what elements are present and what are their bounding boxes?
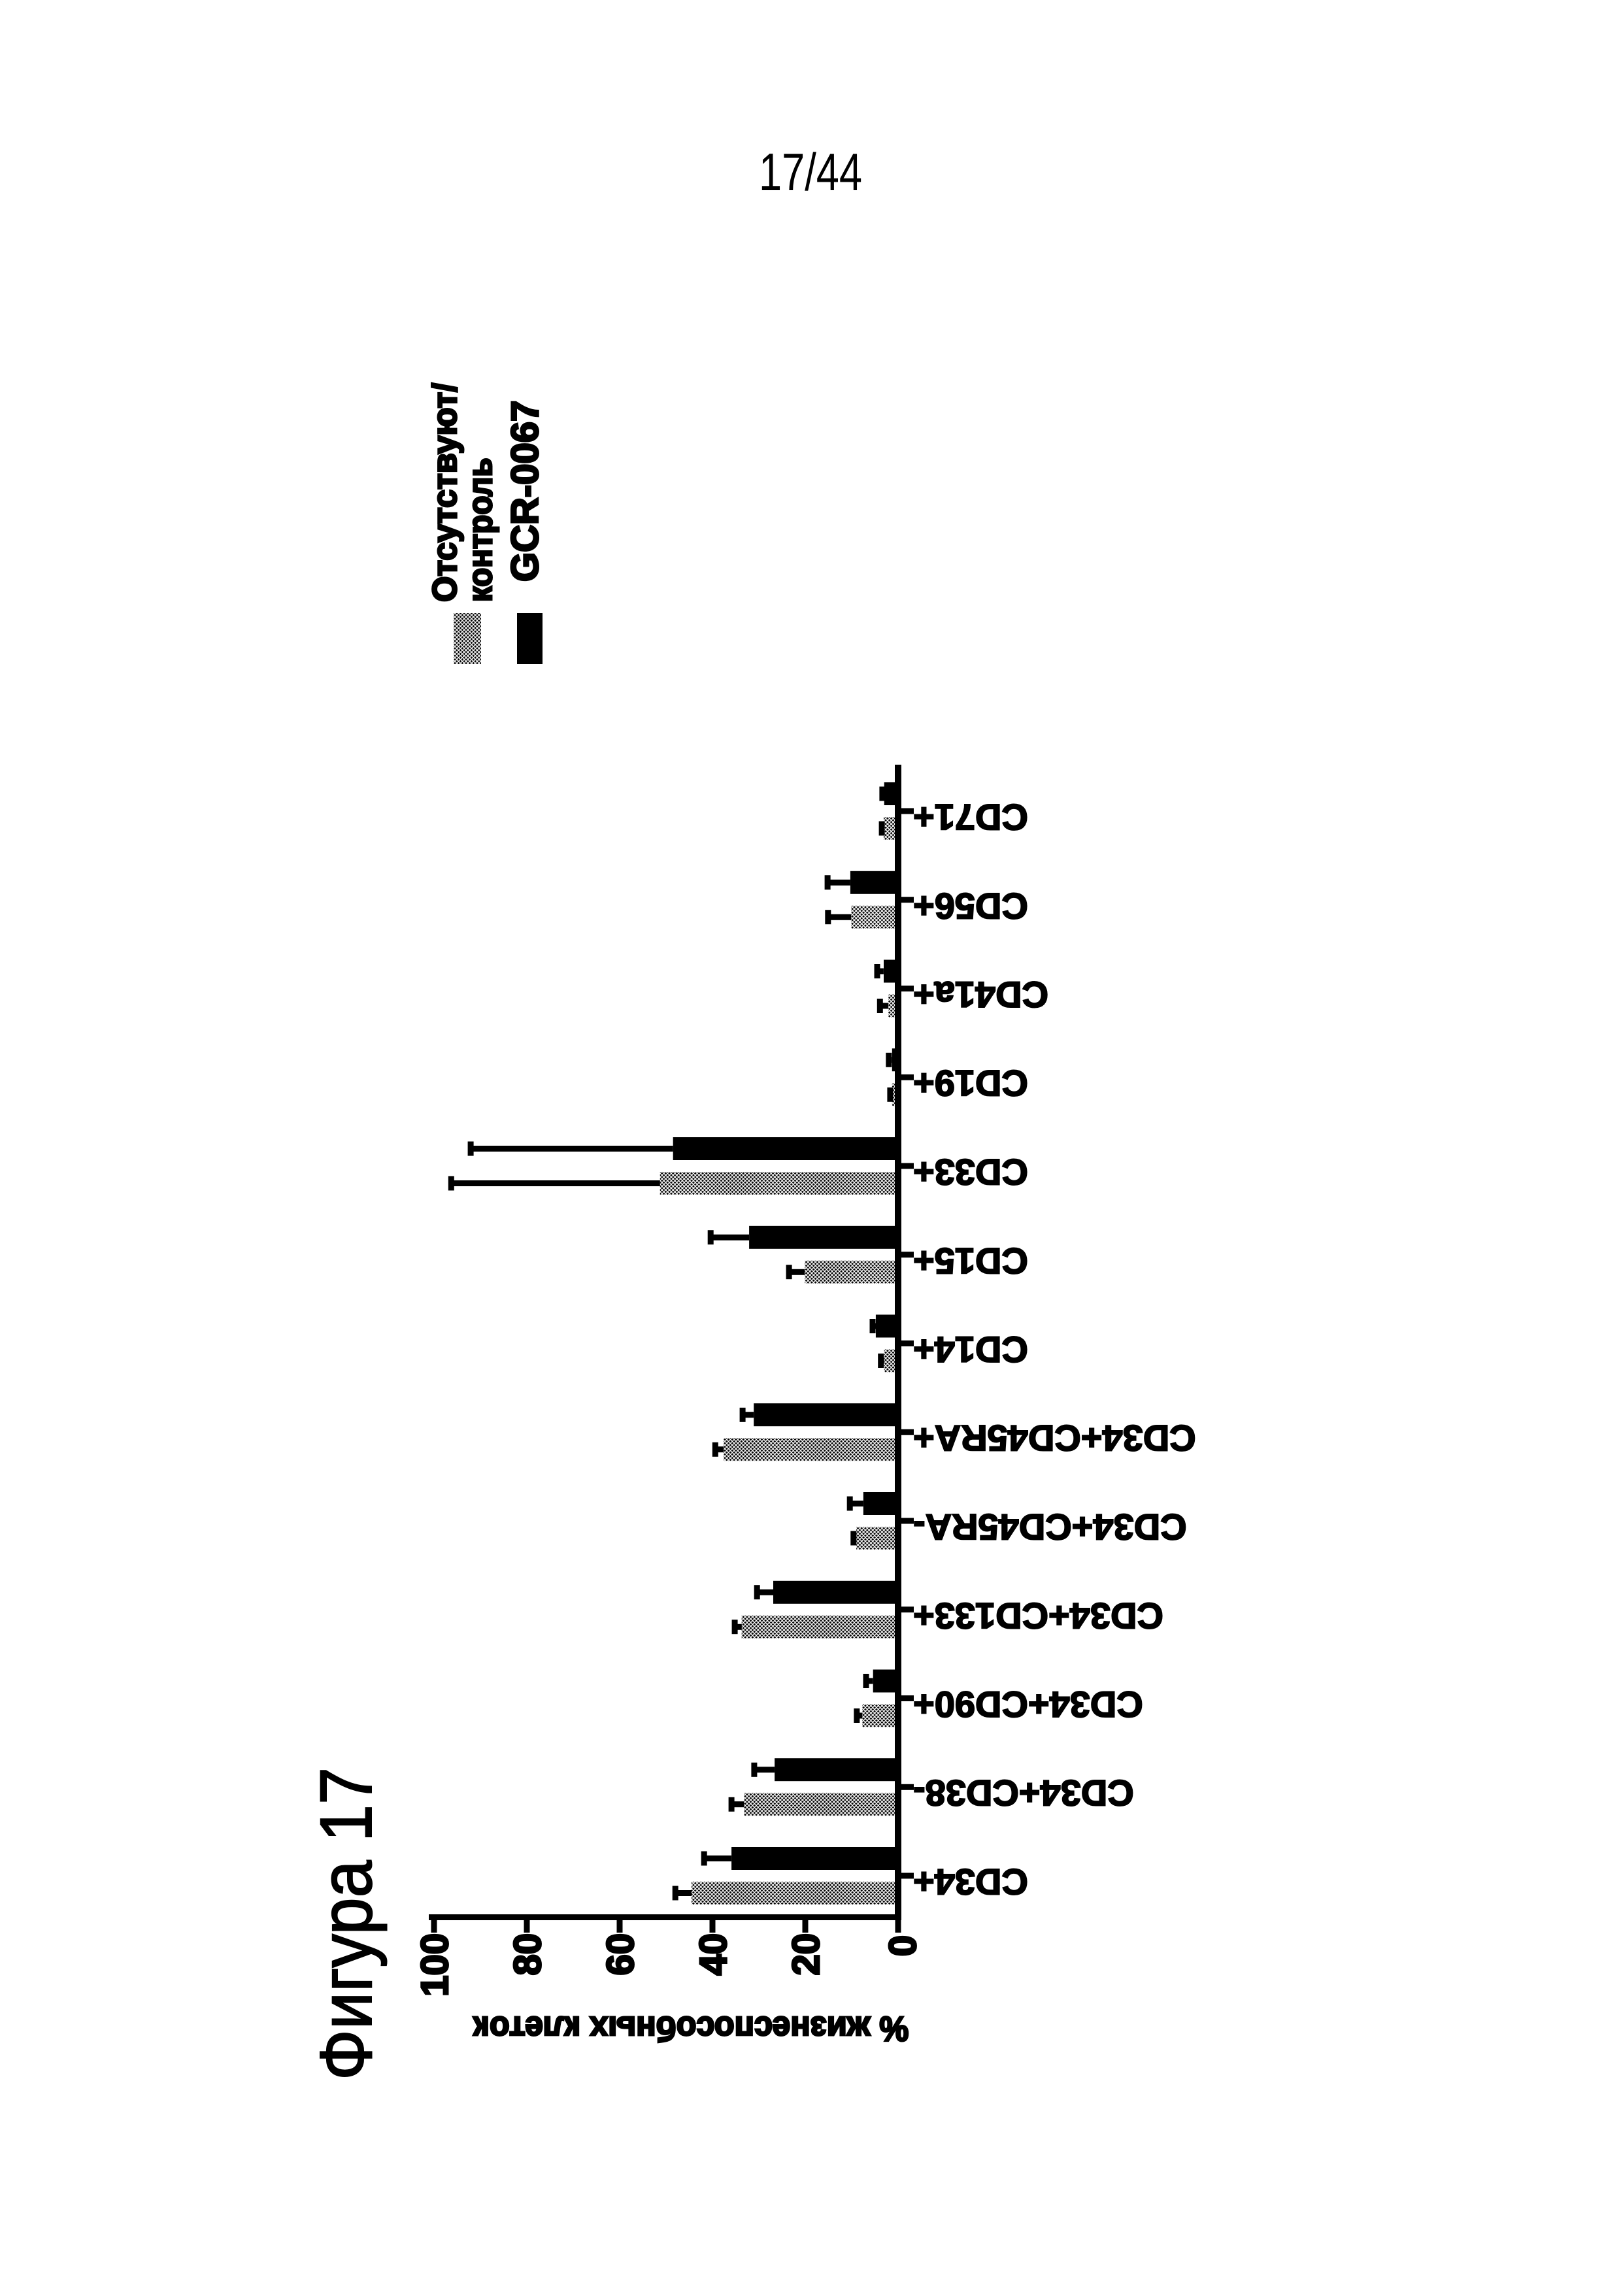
svg-text:17/44: 17/44 bbox=[759, 143, 862, 202]
svg-text:CD34+CD45RA+: CD34+CD45RA+ bbox=[913, 1418, 1196, 1459]
svg-text:0: 0 bbox=[882, 1935, 924, 1956]
svg-text:CD56+: CD56+ bbox=[913, 886, 1028, 927]
svg-text:80: 80 bbox=[507, 1933, 549, 1976]
svg-text:20: 20 bbox=[785, 1933, 827, 1976]
svg-text:CD34+CD45RA-: CD34+CD45RA- bbox=[913, 1506, 1187, 1548]
svg-text:40: 40 bbox=[692, 1933, 735, 1976]
svg-text:CD34+CD38-: CD34+CD38- bbox=[913, 1772, 1134, 1814]
svg-text:CD41a+: CD41a+ bbox=[913, 974, 1048, 1016]
svg-text:% жизнеспособных клеток: % жизнеспособных клеток bbox=[473, 2010, 909, 2048]
svg-text:Отсутствуют/: Отсутствуют/ bbox=[426, 383, 463, 602]
svg-text:CD19+: CD19+ bbox=[913, 1063, 1028, 1104]
svg-text:CD71+: CD71+ bbox=[913, 797, 1028, 838]
svg-text:Фигура 17: Фигура 17 bbox=[305, 1767, 387, 2080]
svg-text:GCR-0067: GCR-0067 bbox=[504, 401, 546, 582]
svg-text:CD34+CD90+: CD34+CD90+ bbox=[913, 1684, 1143, 1725]
svg-text:60: 60 bbox=[599, 1933, 642, 1976]
svg-text:CD34+CD133+: CD34+CD133+ bbox=[913, 1595, 1163, 1637]
svg-text:CD34+: CD34+ bbox=[913, 1861, 1028, 1903]
svg-text:CD15+: CD15+ bbox=[913, 1240, 1028, 1282]
svg-text:100: 100 bbox=[414, 1933, 456, 1997]
svg-text:CD14+: CD14+ bbox=[913, 1329, 1028, 1371]
svg-text:контроль: контроль bbox=[461, 458, 499, 602]
svg-text:CD33+: CD33+ bbox=[913, 1152, 1028, 1193]
